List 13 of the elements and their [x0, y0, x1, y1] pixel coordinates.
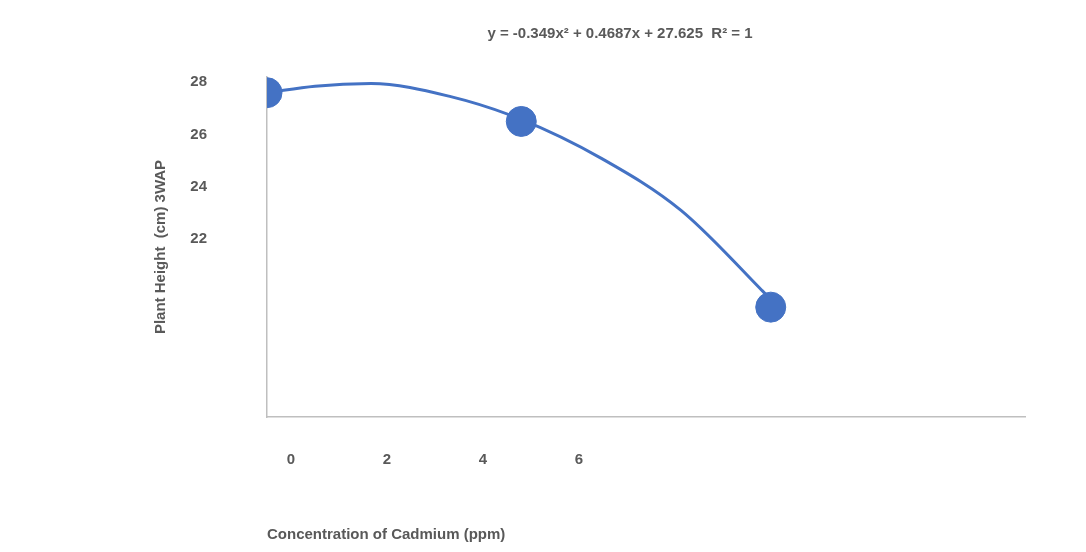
x-tick-label: 2: [382, 450, 392, 468]
y-axis-title: Plant Height (cm) 3WAP: [151, 159, 169, 335]
x-tick-label: 4: [478, 450, 488, 468]
x-tick-label: 0: [286, 450, 296, 468]
text: y = -0.349x² + 0.4687x + 27.625 R² = 1: [487, 24, 753, 42]
y-tick-label: 22: [190, 229, 207, 247]
y-tick-label: 24: [190, 176, 208, 194]
x-axis-title: Concentration of Cadmium (ppm): [267, 525, 506, 543]
point: [505, 105, 537, 137]
point: [755, 291, 787, 323]
y-tick-label: 26: [190, 124, 207, 142]
y-tick-label: 28: [190, 72, 207, 90]
x-tick-label: 6: [574, 450, 584, 468]
